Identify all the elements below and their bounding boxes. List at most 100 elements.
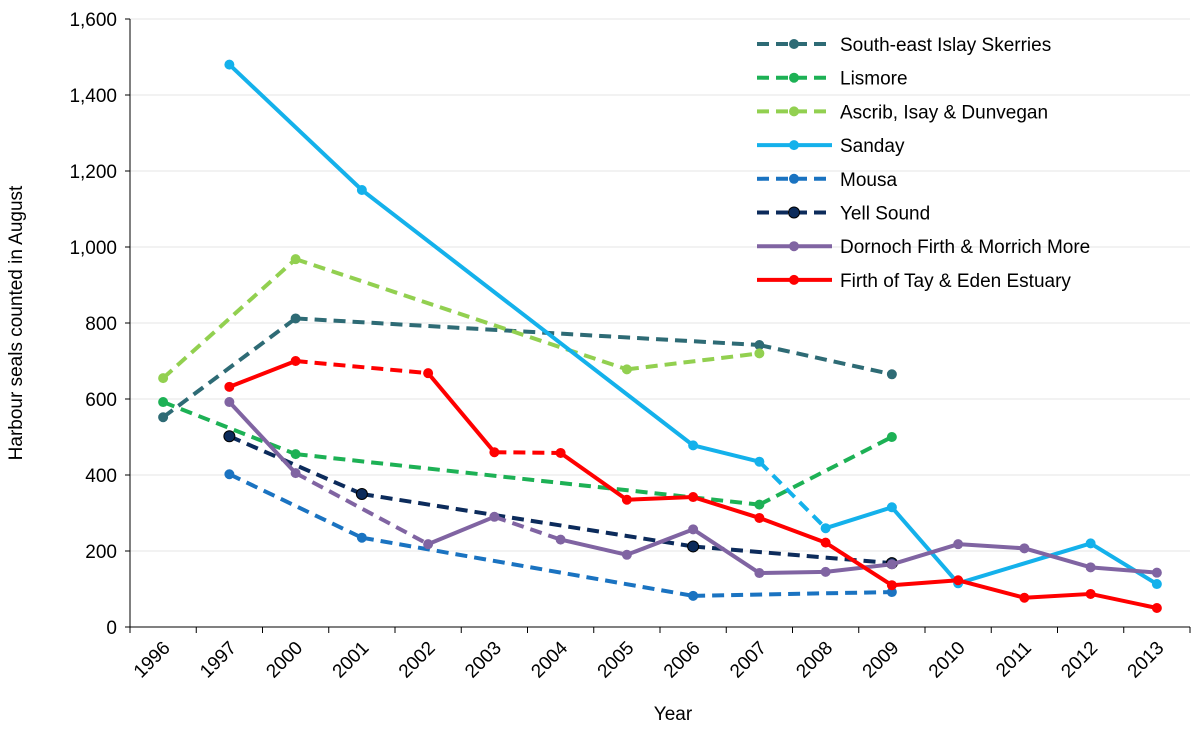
point [158,412,169,423]
line-segment [1090,591,1158,610]
line-segment [626,351,760,372]
point [489,511,500,522]
point [886,502,897,513]
legend-marker [789,274,799,285]
x-tick-label: 2010 [925,638,970,683]
point [953,539,964,550]
x-tick-label: 2007 [726,638,771,683]
y-axis-label: Harbour seals counted in August [6,185,27,460]
point [886,559,897,570]
line-segment [693,590,892,598]
x-tick-label: 1997 [196,638,241,683]
point [1151,579,1162,590]
line-segment [891,578,959,588]
y-tick-label: 800 [85,314,117,335]
legend-marker [789,106,799,117]
series [224,59,1162,590]
point [688,590,699,601]
point [820,537,831,548]
point [754,456,765,467]
y-tick-label: 600 [85,390,117,411]
legend-label: Yell Sound [840,204,930,225]
point [1085,538,1096,549]
point [886,369,897,380]
line-segment [757,460,828,530]
point [1019,543,1030,554]
line-segment [361,492,694,549]
point [223,430,236,443]
line-segment [758,435,893,507]
x-tick-label: 2000 [262,638,307,683]
line-segment [294,257,628,372]
line-segment [1090,565,1158,575]
line-segment [228,359,297,389]
point [290,449,301,460]
point [356,185,367,195]
point [1085,562,1096,573]
point [688,492,699,503]
legend-marker [789,72,799,83]
x-tick-label: 2008 [792,638,837,683]
line-segment [228,63,364,192]
point [158,397,169,408]
line-segment [825,505,893,531]
line-segment [626,495,694,502]
line-segment [427,514,496,547]
point [754,568,765,579]
series [158,254,765,384]
point [687,540,700,553]
point [688,524,699,535]
y-tick-label: 1,200 [69,162,117,183]
line-segment [824,540,893,587]
point [754,499,765,510]
x-tick-label: 2009 [859,638,904,683]
point [290,254,301,265]
point [621,494,632,505]
point [423,368,434,379]
point [1019,592,1030,603]
legend-marker [789,39,799,49]
point [754,348,765,359]
x-tick-label: 1996 [130,638,175,683]
line-segment [426,371,496,454]
point [688,440,699,451]
x-tick-label: 2012 [1057,638,1102,683]
legend-marker [789,173,799,184]
x-tick-label: 2011 [992,638,1036,682]
point [355,488,368,500]
line-segment [692,495,760,520]
point [489,447,500,458]
legend-marker [789,241,799,252]
point [224,469,235,480]
point [754,512,765,523]
x-tick-label: 2001 [329,638,374,683]
line-segment [758,516,827,545]
point [423,539,434,550]
line-segment [890,505,960,585]
y-tick-label: 0 [106,618,117,639]
point [158,373,169,384]
line-segment [161,257,297,380]
legend-marker [789,140,799,151]
line-segment [759,569,826,576]
line-segment [294,471,430,546]
x-tick-label: 2013 [1124,638,1169,683]
series [224,356,1162,613]
x-tick-label: 2003 [461,638,506,683]
point [820,566,831,577]
line-segment [825,562,893,574]
y-tick-label: 1,000 [69,238,117,259]
point [886,580,897,591]
line-segment [162,400,297,456]
line-segment [559,451,629,502]
x-tick-label: 2006 [660,638,705,683]
x-tick-label: 2002 [395,638,440,683]
line-segment [493,514,562,542]
line-segment [161,316,297,419]
line-segment [228,434,363,496]
line-segment [626,527,694,557]
line-segment [957,578,1025,600]
y-tick-label: 1,600 [69,10,117,31]
x-tick-label: 2004 [527,637,572,682]
